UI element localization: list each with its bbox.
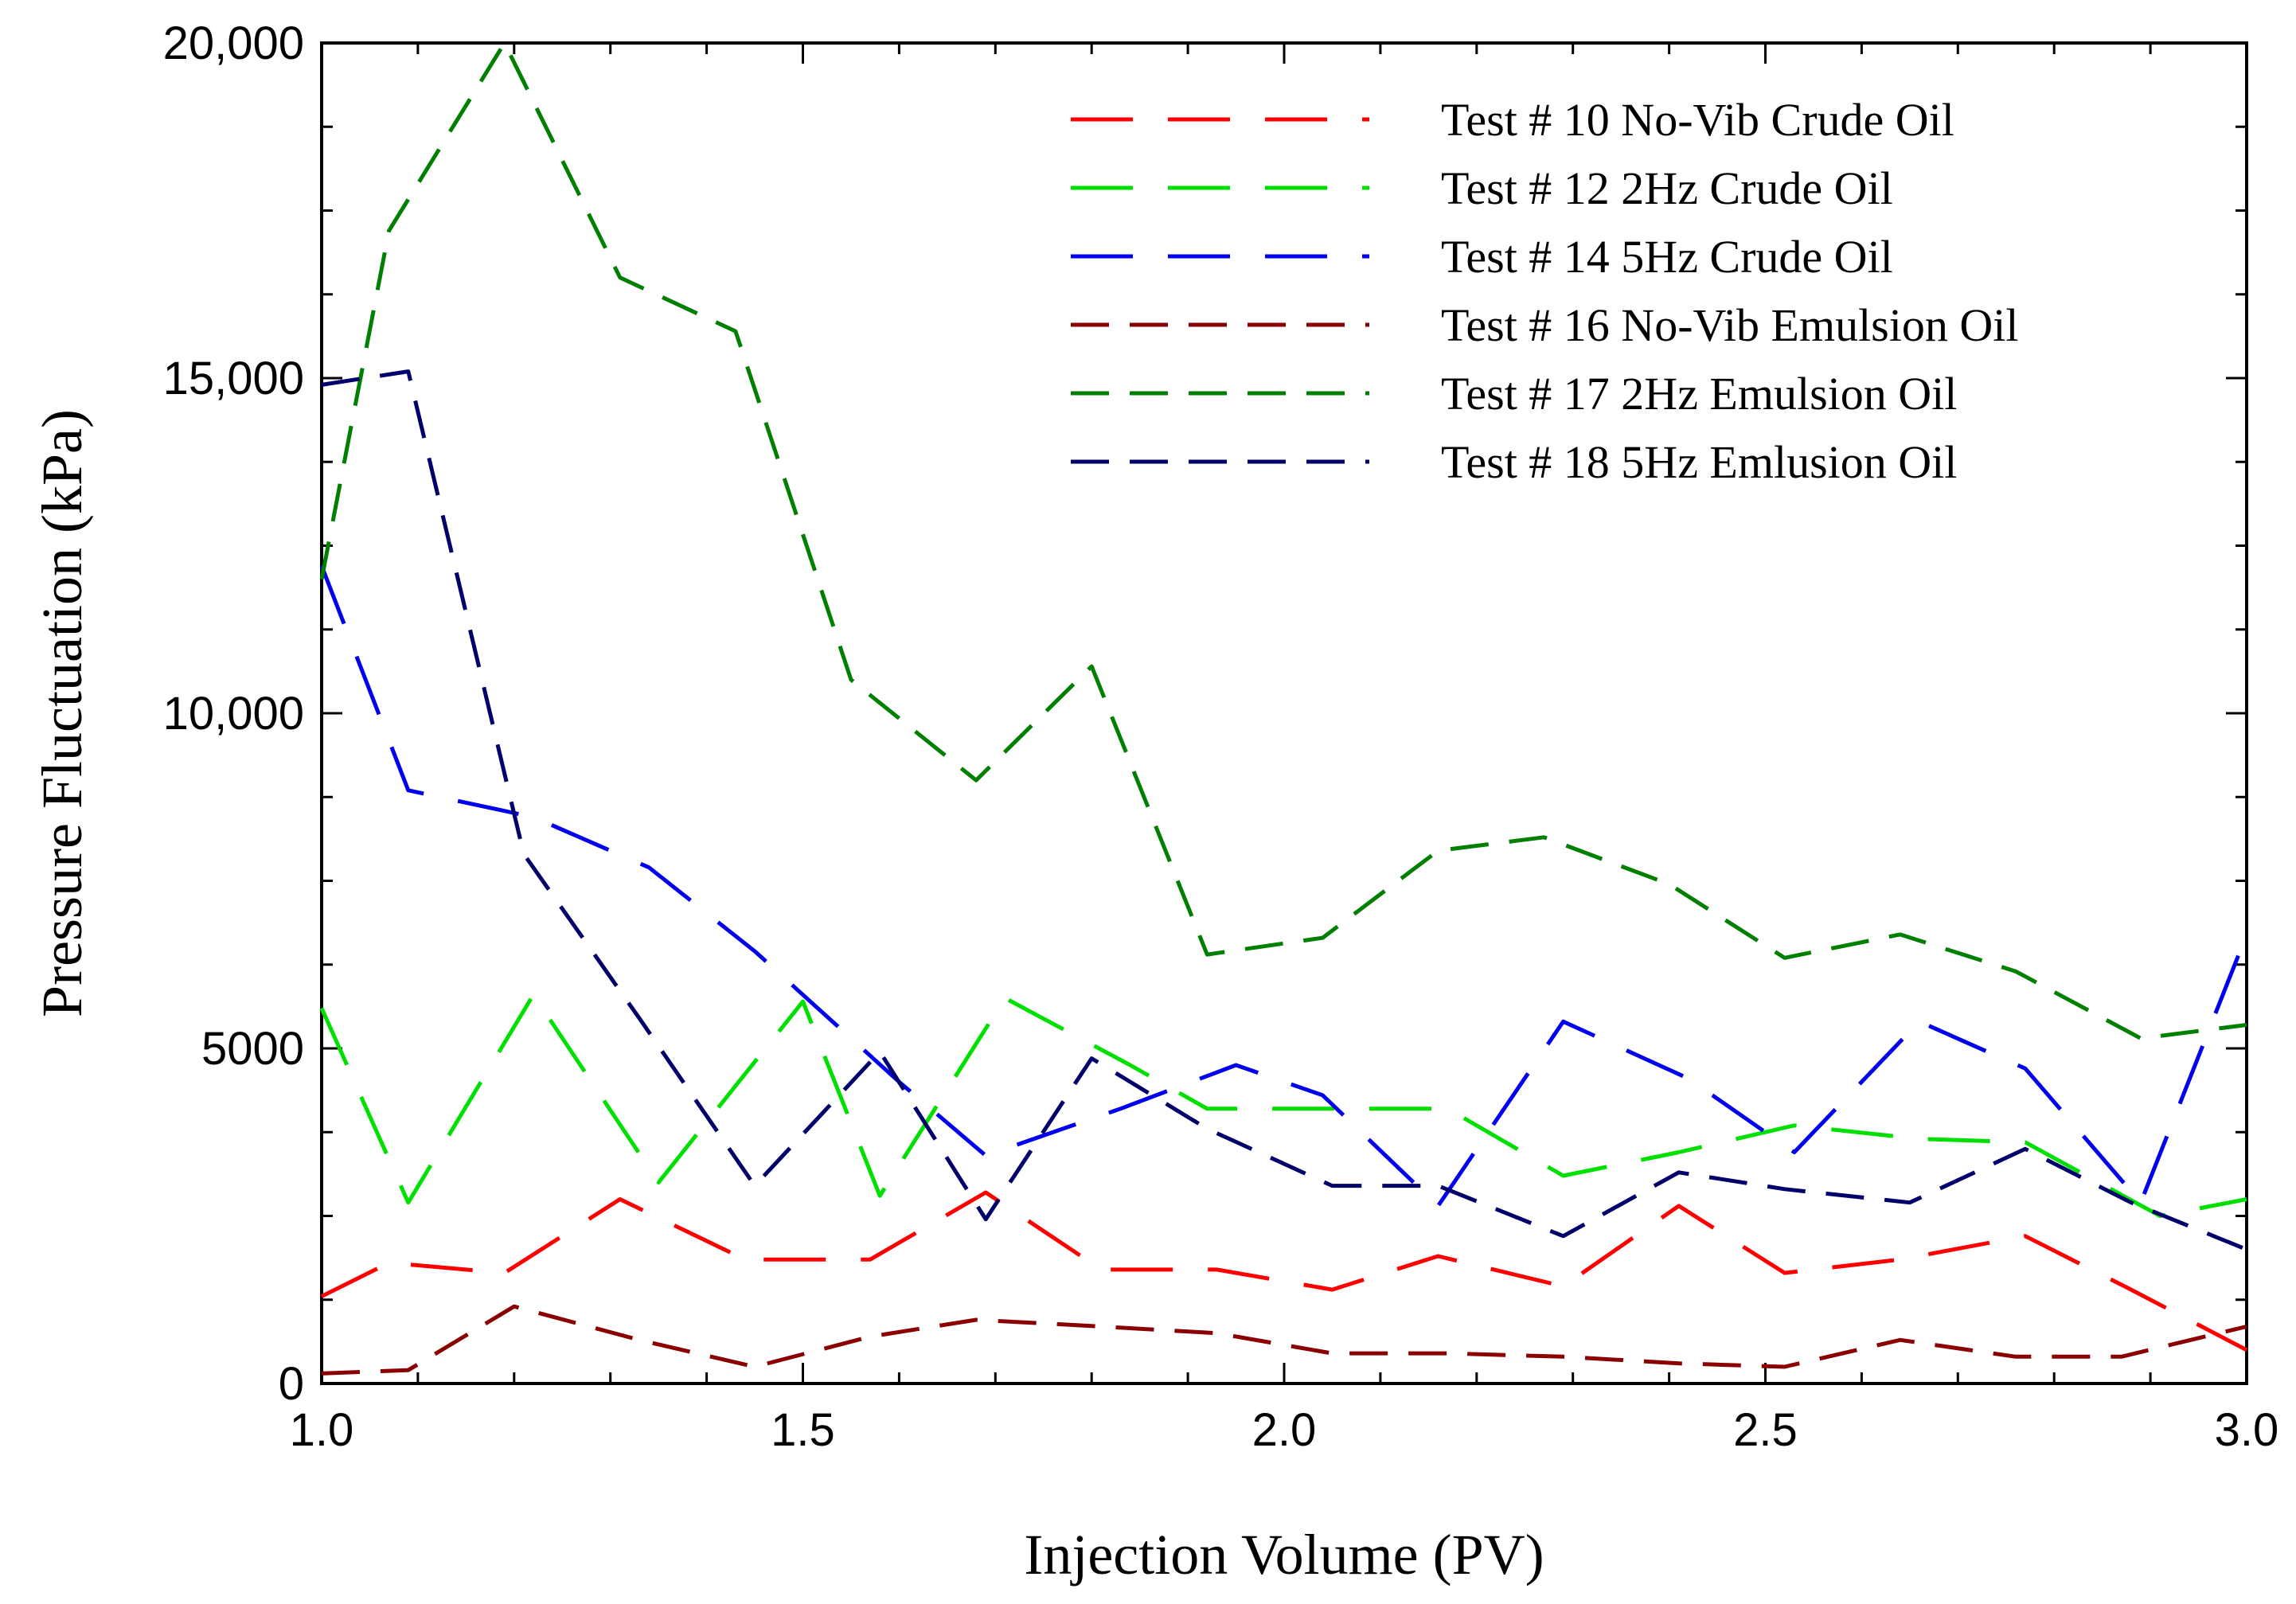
y-tick-label: 20,000	[163, 18, 304, 69]
legend-label: Test # 18 5Hz Emlusion Oil	[1441, 436, 1957, 488]
x-tick-label: 1.5	[771, 1404, 835, 1456]
legend-label: Test # 12 2Hz Crude Oil	[1441, 162, 1893, 214]
x-tick-label: 1.0	[290, 1404, 354, 1456]
legend-label: Test # 14 5Hz Crude Oil	[1441, 231, 1893, 283]
legend-label: Test # 10 No-Vib Crude Oil	[1441, 94, 1954, 146]
plot-frame	[320, 41, 2248, 1385]
x-tick-label: 2.5	[1733, 1404, 1798, 1456]
series-line-6	[321, 369, 2247, 1251]
y-tick-label: 0	[279, 1358, 304, 1410]
series-line-2	[319, 993, 2247, 1218]
series-line-5	[319, 41, 2247, 1040]
series-line-1	[320, 1190, 2248, 1352]
series-line-3	[319, 564, 2249, 1208]
x-tick-label: 2.0	[1252, 1404, 1317, 1456]
y-tick-label: 15,000	[163, 353, 304, 404]
y-tick-label: 10,000	[163, 688, 304, 740]
x-axis-title: Injection Volume (PV)	[1024, 1523, 1544, 1586]
x-tick-label: 3.0	[2215, 1404, 2279, 1456]
axis-ticks	[320, 41, 2248, 1385]
tick-labels: 1.0 1.5 2.0 2.5 3.0 0 5000 10,000 15,000 20,000	[163, 18, 2279, 1456]
legend: Test # 10 No-Vib Crude Oil Test # 12 2Hz …	[1071, 94, 2018, 488]
series-layer	[319, 41, 2249, 1376]
y-tick-label: 5000	[201, 1023, 304, 1075]
legend-label: Test # 16 No-Vib Emulsion Oil	[1441, 299, 2018, 351]
series-line-4	[321, 1304, 2247, 1376]
legend-label: Test # 17 2Hz Emulsion Oil	[1441, 368, 1957, 420]
y-axis-title: Pressure Fluctuation (kPa)	[30, 409, 94, 1017]
